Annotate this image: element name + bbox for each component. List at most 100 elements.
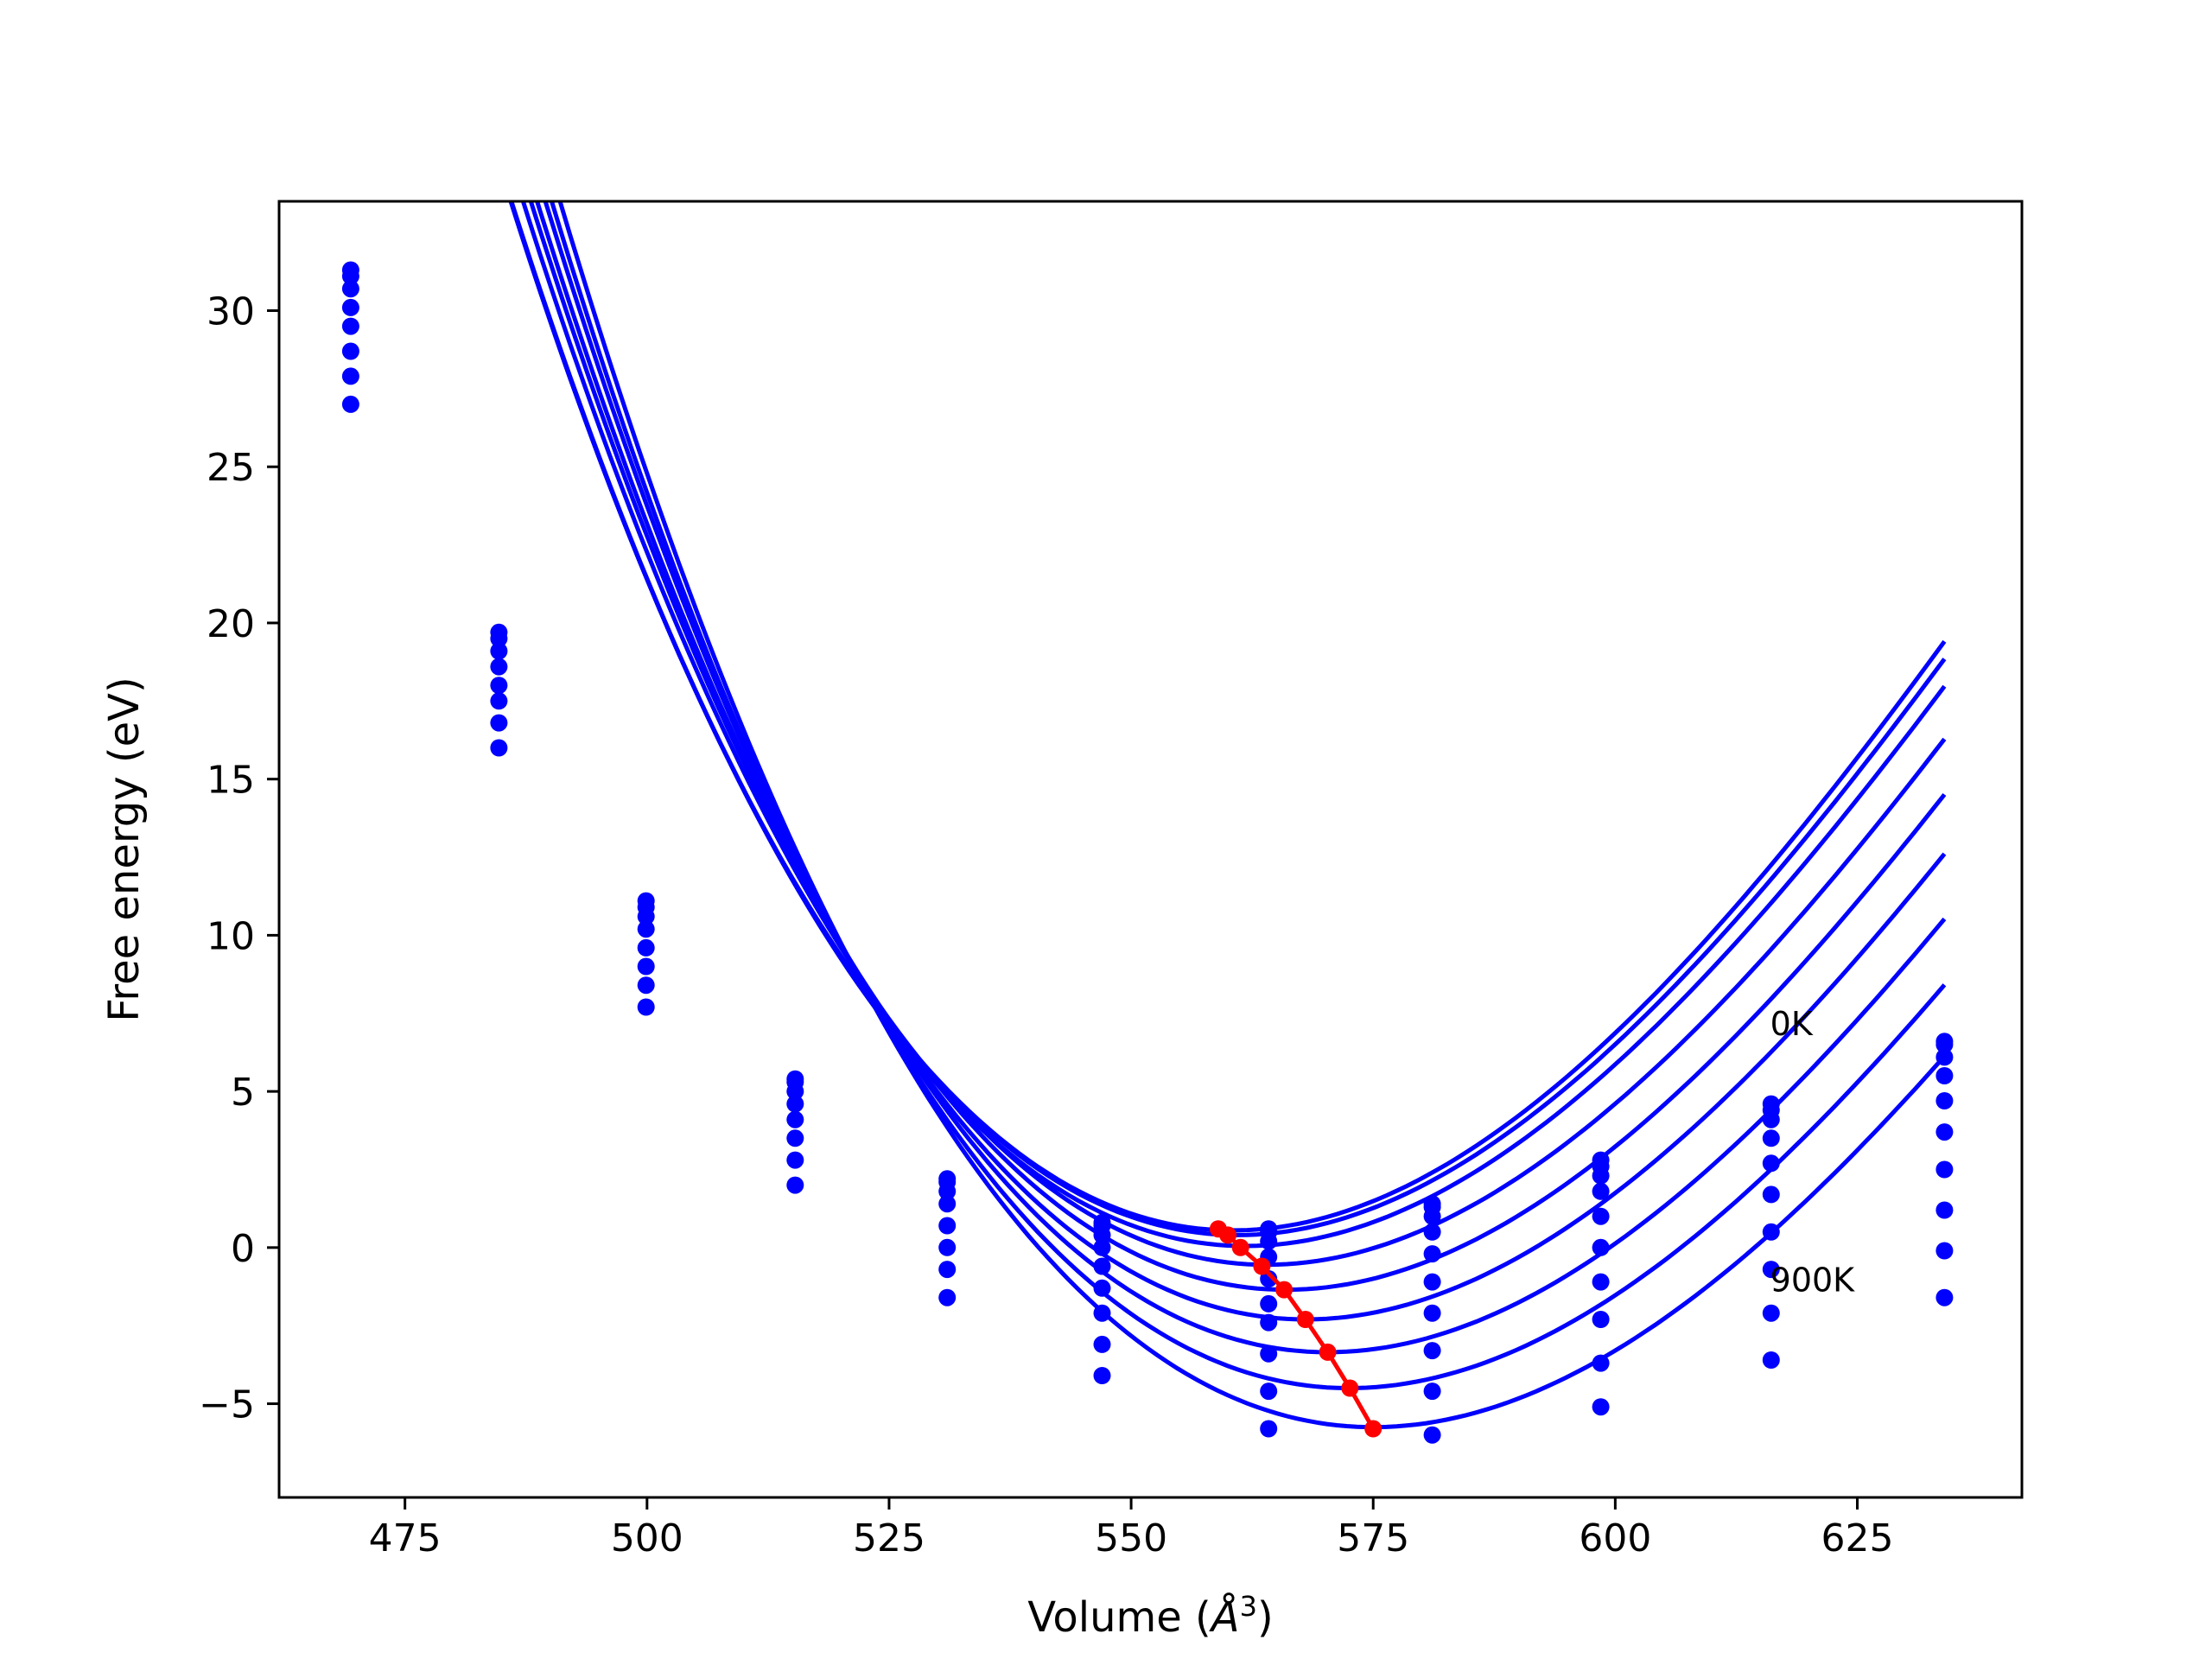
data-point-s3-0 <box>341 298 359 316</box>
data-point-s3-9 <box>1762 1129 1780 1147</box>
x-axis-label-sup: 3 <box>1240 1590 1257 1623</box>
x-tick-label-625: 625 <box>1821 1516 1894 1560</box>
data-point-s6-8 <box>1592 1273 1610 1291</box>
data-point-s4-0 <box>341 317 359 335</box>
minimum-path-point-3 <box>1253 1257 1271 1275</box>
data-point-s5-10 <box>1936 1123 1954 1141</box>
data-point-s7-7 <box>1423 1342 1441 1360</box>
data-point-s9-6 <box>1260 1420 1278 1438</box>
data-point-s3-5 <box>1093 1238 1111 1256</box>
data-point-s2-0 <box>341 280 359 298</box>
data-point-s7-0 <box>341 395 359 413</box>
data-point-s8-5 <box>1093 1367 1111 1384</box>
data-point-s5-1 <box>490 692 508 710</box>
data-point-s1-1 <box>490 630 508 647</box>
data-point-s4-1 <box>490 677 508 695</box>
data-point-s3-4 <box>938 1195 957 1213</box>
data-point-s5-9 <box>1762 1185 1780 1204</box>
x-axis-label-suffix: ) <box>1257 1593 1274 1642</box>
data-point-s5-6 <box>1260 1294 1278 1313</box>
plot-area <box>341 201 1954 1444</box>
data-point-s3-8 <box>1592 1182 1610 1200</box>
data-point-s2-4 <box>938 1182 957 1200</box>
data-point-s5-2 <box>637 957 655 976</box>
data-point-s6-10 <box>1936 1160 1954 1179</box>
data-point-s4-9 <box>1762 1154 1780 1173</box>
minimum-path-point-8 <box>1364 1420 1382 1438</box>
data-point-s6-2 <box>637 976 655 995</box>
minimum-path-point-7 <box>1341 1379 1359 1397</box>
minimum-path-point-2 <box>1231 1238 1249 1256</box>
x-axis-label-prefix: Volume ( <box>1027 1593 1211 1642</box>
x-axis-label-symbol: Å <box>1209 1592 1240 1642</box>
y-tick-label-15: 15 <box>207 759 255 803</box>
data-point-s5-8 <box>1592 1238 1610 1256</box>
y-tick-label-0: 0 <box>231 1227 255 1271</box>
fit-curve-5 <box>534 201 1947 1322</box>
minimum-path-point-5 <box>1296 1311 1314 1328</box>
data-point-s2-5 <box>1093 1226 1111 1244</box>
data-point-s2-8 <box>1592 1166 1610 1185</box>
data-point-s3-7 <box>1423 1223 1441 1241</box>
data-point-s8-10 <box>1936 1242 1954 1260</box>
data-point-s6-0 <box>341 367 359 385</box>
data-point-s6-3 <box>786 1151 804 1169</box>
y-axis-label: Free energy (eV) <box>100 677 149 1021</box>
x-tick-label-475: 475 <box>369 1516 442 1560</box>
data-point-s7-10 <box>1936 1201 1954 1219</box>
data-point-s4-4 <box>938 1217 957 1235</box>
data-point-s9-9 <box>1762 1351 1780 1369</box>
data-point-s5-4 <box>938 1238 957 1256</box>
data-point-s6-6 <box>1260 1313 1278 1332</box>
data-point-s4-2 <box>637 938 655 957</box>
data-point-s2-6 <box>1260 1232 1278 1250</box>
data-point-s2-7 <box>1423 1207 1441 1225</box>
data-point-s4-5 <box>1093 1257 1111 1275</box>
data-point-s6-1 <box>490 714 508 732</box>
data-point-s5-7 <box>1423 1273 1441 1291</box>
y-tick-label--5: −5 <box>199 1383 255 1427</box>
data-point-s7-2 <box>637 998 655 1016</box>
minimum-path-point-6 <box>1319 1343 1337 1361</box>
data-point-s8-6 <box>1260 1382 1278 1401</box>
data-point-s7-9 <box>1762 1261 1780 1279</box>
fit-curve-4 <box>528 201 1947 1293</box>
minimum-path-point-1 <box>1219 1226 1237 1244</box>
data-point-s7-4 <box>938 1288 957 1306</box>
minimum-path-point-4 <box>1275 1281 1294 1299</box>
x-tick-label-575: 575 <box>1337 1516 1409 1560</box>
data-point-s2-3 <box>786 1083 804 1101</box>
fit-curve-8 <box>557 201 1947 1430</box>
data-point-s8-7 <box>1423 1382 1441 1401</box>
y-tick-label-25: 25 <box>207 446 255 490</box>
data-point-s4-10 <box>1936 1092 1954 1109</box>
data-point-s6-9 <box>1762 1223 1780 1241</box>
x-tick-label-525: 525 <box>853 1516 925 1560</box>
y-tick-label-10: 10 <box>207 914 255 958</box>
data-point-s8-9 <box>1762 1304 1780 1322</box>
y-tick-label-30: 30 <box>207 290 255 334</box>
plot-frame <box>277 200 2024 1499</box>
data-point-s6-4 <box>938 1261 957 1279</box>
data-point-s7-8 <box>1592 1311 1610 1328</box>
x-tick-label-500: 500 <box>611 1516 683 1560</box>
y-tick-label-5: 5 <box>231 1071 255 1115</box>
fit-curve-2 <box>509 201 1947 1249</box>
data-point-s4-8 <box>1592 1207 1610 1225</box>
data-point-s6-5 <box>1093 1304 1111 1322</box>
x-axis-label: Volume (Å3) <box>1027 1590 1273 1642</box>
x-tick-label-600: 600 <box>1579 1516 1651 1560</box>
plot-content <box>341 201 1954 1444</box>
data-point-s5-5 <box>1093 1279 1111 1297</box>
fit-curve-6 <box>543 201 1947 1355</box>
data-point-s2-2 <box>637 907 655 925</box>
annotation-900k: 900K <box>1770 1261 1856 1299</box>
data-point-s7-1 <box>490 739 508 757</box>
y-tick-label-20: 20 <box>207 602 255 646</box>
data-point-s7-5 <box>1093 1335 1111 1353</box>
data-point-s6-7 <box>1423 1304 1441 1322</box>
data-point-s2-10 <box>1936 1048 1954 1066</box>
data-point-s9-10 <box>1936 1288 1954 1306</box>
x-tick-label-550: 550 <box>1095 1516 1167 1560</box>
